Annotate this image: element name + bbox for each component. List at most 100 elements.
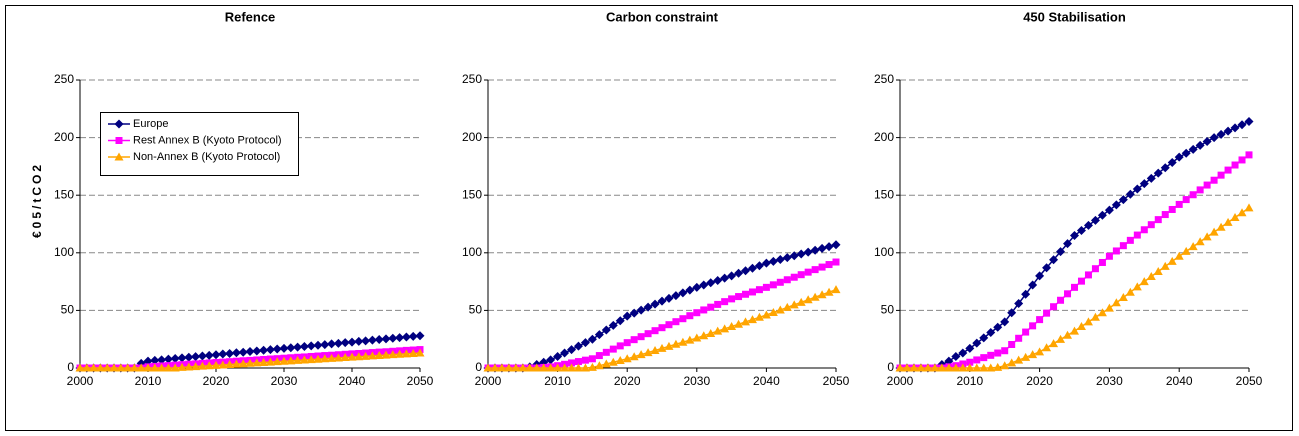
marker	[747, 263, 757, 273]
marker	[629, 308, 639, 318]
marker	[958, 348, 968, 358]
marker	[546, 355, 556, 365]
marker	[972, 338, 982, 348]
marker	[293, 342, 303, 352]
marker	[643, 302, 653, 312]
marker	[231, 359, 241, 368]
marker	[1036, 316, 1044, 324]
marker	[782, 302, 792, 311]
marker	[1000, 361, 1010, 370]
marker	[685, 335, 695, 344]
chart-title: Refence	[225, 9, 276, 24]
marker	[143, 363, 153, 372]
marker	[1111, 298, 1121, 307]
marker	[615, 356, 625, 365]
marker	[650, 345, 660, 354]
marker	[252, 346, 262, 356]
marker	[706, 328, 716, 337]
marker	[1050, 303, 1058, 311]
marker	[1007, 308, 1017, 318]
marker	[170, 354, 180, 364]
marker	[735, 293, 743, 301]
x-tick-label: 2050	[1236, 374, 1263, 388]
marker	[1216, 222, 1226, 231]
marker	[602, 348, 610, 356]
marker	[831, 285, 841, 294]
y-tick-label: 200	[874, 130, 894, 144]
x-tick-label: 2050	[823, 374, 850, 388]
marker	[231, 348, 241, 358]
marker	[1223, 126, 1233, 136]
marker	[594, 330, 604, 340]
marker	[129, 363, 139, 372]
marker	[354, 352, 364, 361]
marker	[1153, 168, 1163, 178]
marker	[204, 350, 214, 360]
marker	[238, 359, 248, 368]
marker	[218, 360, 228, 369]
marker	[102, 363, 112, 372]
marker	[650, 299, 660, 309]
marker	[327, 339, 337, 349]
marker	[259, 357, 269, 366]
marker	[692, 282, 702, 292]
marker	[1090, 215, 1100, 225]
marker	[1238, 156, 1246, 164]
marker	[381, 334, 391, 344]
marker	[388, 350, 398, 359]
marker	[909, 363, 919, 372]
marker	[685, 285, 695, 295]
x-tick-label: 2030	[1096, 374, 1123, 388]
marker	[177, 362, 187, 371]
marker	[629, 352, 639, 361]
marker	[1224, 166, 1232, 174]
marker	[699, 280, 709, 290]
marker	[184, 362, 194, 371]
marker	[713, 326, 723, 335]
marker	[560, 363, 570, 372]
marker	[1203, 181, 1211, 189]
marker	[1126, 236, 1134, 244]
marker	[1097, 308, 1107, 317]
marker	[803, 295, 813, 304]
marker	[748, 288, 756, 296]
marker	[401, 332, 411, 342]
marker	[1160, 163, 1170, 173]
marker	[761, 310, 771, 319]
marker	[678, 288, 688, 298]
marker	[532, 363, 542, 372]
marker	[340, 353, 350, 362]
marker	[218, 349, 228, 359]
marker	[367, 351, 377, 360]
marker	[89, 363, 99, 372]
marker	[783, 276, 791, 284]
y-tick-label: 50	[881, 303, 895, 317]
marker	[658, 324, 666, 332]
marker	[1181, 246, 1191, 255]
marker	[747, 315, 757, 324]
marker	[114, 152, 124, 161]
marker	[157, 355, 167, 365]
marker	[580, 363, 590, 372]
marker	[1196, 186, 1204, 194]
marker	[381, 350, 391, 359]
marker	[734, 319, 744, 328]
marker	[651, 327, 659, 335]
marker	[1063, 239, 1073, 249]
marker	[361, 336, 371, 346]
marker	[293, 355, 303, 364]
y-tick-label: 250	[462, 72, 482, 86]
marker	[1167, 157, 1177, 167]
marker	[1146, 272, 1156, 281]
marker	[951, 351, 961, 361]
marker	[810, 292, 820, 301]
marker	[354, 336, 364, 346]
marker	[306, 355, 316, 364]
marker	[699, 331, 709, 340]
marker	[1014, 298, 1024, 308]
marker	[1076, 225, 1086, 235]
marker	[944, 363, 954, 372]
marker	[1083, 317, 1093, 326]
marker	[1001, 347, 1009, 355]
marker	[361, 351, 371, 360]
